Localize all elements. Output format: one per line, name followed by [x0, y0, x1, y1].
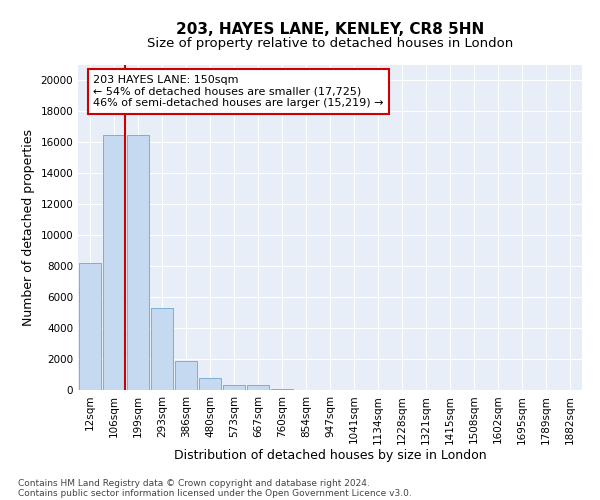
- Text: Contains HM Land Registry data © Crown copyright and database right 2024.: Contains HM Land Registry data © Crown c…: [18, 478, 370, 488]
- Bar: [223, 384, 245, 390]
- Bar: [103, 134, 125, 390]
- Bar: [199, 378, 221, 390]
- Text: Size of property relative to detached houses in London: Size of property relative to detached ho…: [147, 38, 513, 51]
- Bar: [127, 134, 149, 390]
- Bar: [271, 389, 293, 390]
- Bar: [151, 308, 173, 390]
- Text: Contains public sector information licensed under the Open Government Licence v3: Contains public sector information licen…: [18, 488, 412, 498]
- Bar: [79, 263, 101, 390]
- X-axis label: Distribution of detached houses by size in London: Distribution of detached houses by size …: [173, 449, 487, 462]
- Bar: [247, 386, 269, 390]
- Y-axis label: Number of detached properties: Number of detached properties: [22, 129, 35, 326]
- Bar: [175, 362, 197, 390]
- Text: 203, HAYES LANE, KENLEY, CR8 5HN: 203, HAYES LANE, KENLEY, CR8 5HN: [176, 22, 484, 38]
- Text: 203 HAYES LANE: 150sqm
← 54% of detached houses are smaller (17,725)
46% of semi: 203 HAYES LANE: 150sqm ← 54% of detached…: [93, 74, 383, 108]
